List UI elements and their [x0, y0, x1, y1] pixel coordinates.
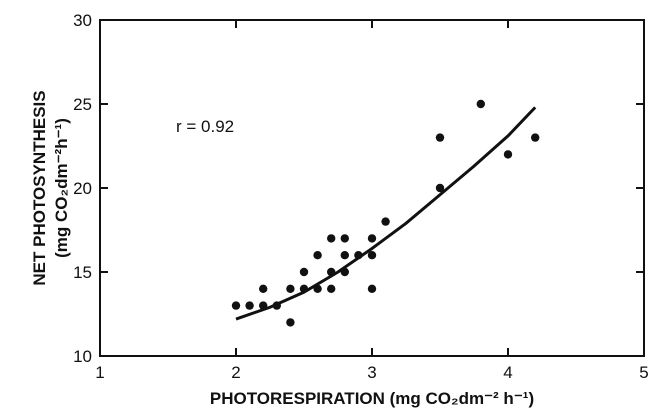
- y-tick-label: 15: [73, 263, 92, 282]
- data-point: [313, 251, 322, 260]
- y-tick-label: 25: [73, 95, 92, 114]
- plot-frame: [99, 19, 645, 357]
- data-point: [327, 284, 336, 293]
- x-tick-label: 2: [231, 363, 240, 382]
- y-axis-title-line2: (mg CO₂dm⁻²h⁻¹): [52, 118, 71, 258]
- data-point: [313, 284, 322, 293]
- data-point: [435, 133, 445, 142]
- data-point: [354, 251, 363, 260]
- y-tick-label: 10: [73, 347, 92, 366]
- data-point: [231, 301, 241, 310]
- data-point: [367, 251, 377, 260]
- y-tick-label: 20: [73, 179, 92, 198]
- data-point: [272, 301, 281, 310]
- data-point: [503, 150, 513, 159]
- x-tick-label: 1: [95, 363, 104, 382]
- x-axis-title: PHOTORESPIRATION (mg CO₂dm⁻² h⁻¹): [210, 389, 534, 408]
- x-tick-label: 3: [367, 363, 376, 382]
- data-point: [299, 284, 309, 293]
- x-tick-label: 5: [639, 363, 648, 382]
- data-point: [381, 217, 390, 226]
- correlation-annotation: r = 0.92: [176, 117, 234, 136]
- data-points: [231, 99, 540, 327]
- data-point: [299, 267, 309, 277]
- axis-ticks: [99, 19, 645, 357]
- data-point: [245, 301, 254, 310]
- data-point: [476, 99, 485, 109]
- data-point: [340, 251, 349, 260]
- data-point: [367, 284, 377, 293]
- data-point: [327, 234, 336, 243]
- y-tick-label: 30: [73, 11, 92, 30]
- data-point: [531, 133, 540, 142]
- data-point: [367, 234, 377, 243]
- fit-curve: [235, 106, 537, 321]
- data-point: [286, 284, 295, 293]
- data-point: [259, 284, 268, 293]
- data-point: [340, 267, 349, 277]
- y-axis-title-line1: NET PHOTOSYNTHESIS: [30, 90, 49, 285]
- data-point: [340, 234, 349, 243]
- data-point: [259, 301, 268, 310]
- data-point: [286, 318, 295, 327]
- x-tick-label: 4: [503, 363, 512, 382]
- data-point: [435, 183, 445, 193]
- data-point: [327, 267, 336, 277]
- tick-labels: 1 2 3 4 5 10 15 20 25 30: [73, 11, 649, 382]
